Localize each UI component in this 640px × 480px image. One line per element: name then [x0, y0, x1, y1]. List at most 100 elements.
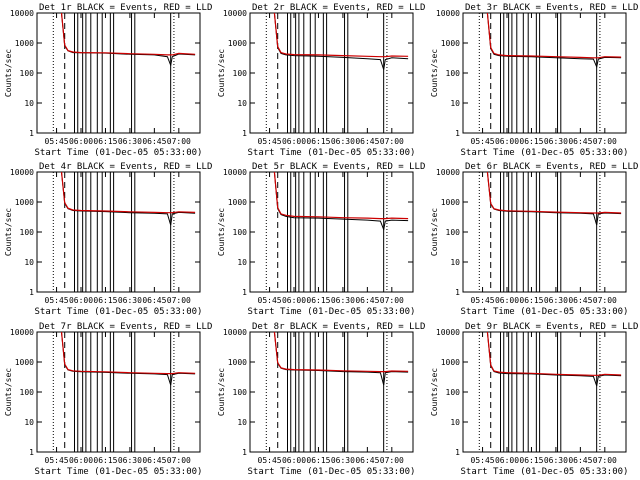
x-tick-label: 05:45	[258, 137, 282, 146]
x-tick-label: 06:00	[495, 456, 519, 465]
x-tick-label: 06:30	[544, 296, 568, 305]
x-tick-label: 06:45	[355, 456, 379, 465]
x-tick-label: 07:00	[167, 296, 191, 305]
x-tick-label: 06:15	[306, 137, 330, 146]
chart-title: Det 8r BLACK = Events, RED = LLD	[252, 322, 425, 332]
x-tick-label: 06:15	[93, 296, 117, 305]
chart-title: Det 6r BLACK = Events, RED = LLD	[465, 162, 638, 172]
x-axis-label: Start Time (01-Dec-05 05:33:00)	[248, 148, 416, 158]
y-tick-label: 1000	[441, 358, 460, 367]
chart-title: Det 5r BLACK = Events, RED = LLD	[252, 162, 425, 172]
y-tick-label: 100	[20, 388, 35, 397]
x-tick-label: 06:30	[331, 456, 355, 465]
series-line-events	[61, 12, 196, 68]
plot-frame	[462, 12, 627, 134]
chart-title: Det 3r BLACK = Events, RED = LLD	[465, 3, 638, 13]
y-axis-label: Counts/sec	[4, 208, 13, 256]
chart-title: Det 4r BLACK = Events, RED = LLD	[39, 162, 212, 172]
x-tick-label: 06:30	[118, 456, 142, 465]
x-tick-label: 07:00	[380, 137, 404, 146]
y-tick-label: 1000	[15, 358, 34, 367]
series-line-lld	[273, 331, 409, 373]
y-tick-label: 10	[237, 418, 247, 427]
x-axis-label: Start Time (01-Dec-05 05:33:00)	[461, 467, 629, 477]
plot-frame	[249, 171, 414, 293]
x-tick-label: 06:45	[568, 137, 592, 146]
series-line-events	[61, 171, 196, 226]
y-axis-label: Counts/sec	[430, 208, 439, 256]
series-line-events	[273, 331, 409, 386]
series-line-lld	[60, 171, 196, 214]
x-tick-label: 06:00	[282, 296, 306, 305]
y-tick-label: 10	[450, 258, 460, 267]
y-axis-label: Counts/sec	[217, 208, 226, 256]
panel-det-7r: 1 10 100 1000 10000 05:45 06:00 06:15 06:30 06:45…	[4, 322, 212, 477]
plot-frame	[462, 331, 627, 453]
y-tick-label: 10000	[436, 168, 460, 177]
x-tick-label: 06:00	[69, 137, 93, 146]
series-line-lld	[486, 331, 622, 376]
x-tick-label: 06:15	[93, 137, 117, 146]
x-tick-label: 06:15	[93, 456, 117, 465]
series-line-events	[273, 171, 409, 232]
x-tick-label: 05:45	[45, 296, 69, 305]
x-tick-label: 05:45	[471, 296, 495, 305]
x-tick-label: 06:00	[282, 456, 306, 465]
panel-det-9r: 1 10 100 1000 10000 05:45 06:00 06:15 06:30 06:45…	[430, 322, 638, 477]
x-tick-label: 06:45	[355, 296, 379, 305]
x-tick-label: 06:30	[544, 456, 568, 465]
y-tick-label: 10	[450, 99, 460, 108]
x-tick-label: 06:00	[69, 456, 93, 465]
x-axis-label: Start Time (01-Dec-05 05:33:00)	[35, 467, 203, 477]
x-tick-label: 07:00	[593, 296, 617, 305]
series-line-lld	[273, 171, 409, 220]
y-axis-label: Counts/sec	[4, 368, 13, 416]
y-tick-label: 10000	[223, 328, 247, 337]
x-tick-label: 05:45	[471, 137, 495, 146]
x-tick-label: 06:30	[118, 296, 142, 305]
y-tick-label: 1000	[228, 39, 247, 48]
series-line-lld	[60, 331, 196, 375]
x-tick-label: 06:45	[568, 456, 592, 465]
y-tick-label: 10000	[10, 9, 34, 18]
series-line-lld	[60, 12, 196, 56]
x-axis-label: Start Time (01-Dec-05 05:33:00)	[461, 148, 629, 158]
series-line-lld	[486, 12, 622, 59]
y-tick-label: 1000	[441, 198, 460, 207]
panel-det-8r: 1 10 100 1000 10000 05:45 06:00 06:15 06:30 06:45…	[217, 322, 425, 477]
y-tick-label: 1	[455, 129, 460, 138]
y-tick-label: 10000	[223, 9, 247, 18]
plot-frame	[36, 171, 201, 293]
y-axis-label: Counts/sec	[217, 49, 226, 97]
y-tick-label: 10	[237, 258, 247, 267]
x-tick-label: 05:45	[45, 137, 69, 146]
y-tick-label: 10	[450, 418, 460, 427]
x-tick-label: 06:45	[142, 296, 166, 305]
series-line-lld	[486, 171, 622, 214]
x-axis-label: Start Time (01-Dec-05 05:33:00)	[248, 307, 416, 317]
plot-frame	[249, 331, 414, 453]
panel-det-6r: 1 10 100 1000 10000 05:45 06:00 06:15 06:30 06:45…	[430, 162, 638, 317]
chart-title: Det 7r BLACK = Events, RED = LLD	[39, 322, 212, 332]
y-tick-label: 10	[237, 99, 247, 108]
y-tick-label: 1000	[441, 39, 460, 48]
chart-title: Det 9r BLACK = Events, RED = LLD	[465, 322, 638, 332]
plot-frame	[36, 12, 201, 134]
y-axis-label: Counts/sec	[430, 368, 439, 416]
x-tick-label: 06:15	[519, 296, 543, 305]
y-tick-label: 1	[242, 288, 247, 297]
y-axis-label: Counts/sec	[430, 49, 439, 97]
series-line-events	[486, 331, 622, 387]
y-tick-label: 10	[24, 99, 34, 108]
plot-frame	[462, 171, 627, 293]
series-line-lld	[273, 12, 409, 58]
x-tick-label: 06:00	[282, 137, 306, 146]
series-line-events	[273, 12, 409, 70]
y-tick-label: 10000	[10, 168, 34, 177]
panel-det-5r: 1 10 100 1000 10000 05:45 06:00 06:15 06:30 06:45…	[217, 162, 425, 317]
y-tick-label: 10000	[223, 168, 247, 177]
y-tick-label: 10000	[10, 328, 34, 337]
x-tick-label: 07:00	[380, 456, 404, 465]
x-tick-label: 06:15	[519, 137, 543, 146]
